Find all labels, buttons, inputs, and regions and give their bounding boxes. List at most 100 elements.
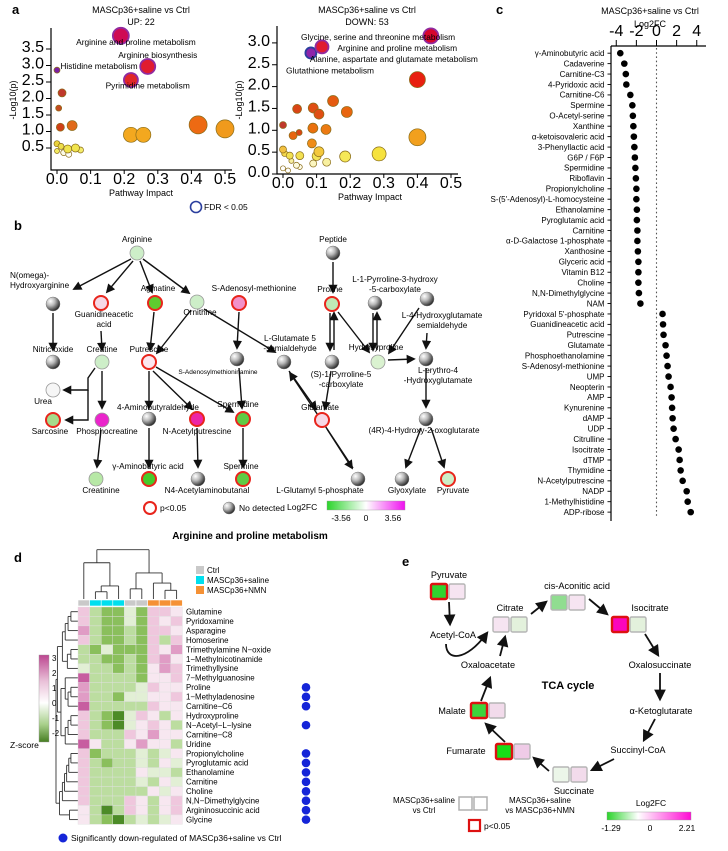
log2fc-dot bbox=[633, 185, 640, 193]
tca-node-label: Succinate bbox=[554, 786, 594, 796]
heatmap-cell bbox=[77, 776, 90, 787]
pathway-dot bbox=[71, 143, 80, 153]
metabolite-node-label: acid bbox=[96, 320, 111, 329]
heatmap-cell bbox=[124, 767, 137, 778]
e-legend-square-right bbox=[473, 796, 488, 811]
pathway-dot bbox=[313, 108, 325, 120]
heatmap-row-label: 7−Methylguanosine bbox=[186, 674, 255, 683]
pathway-arrow bbox=[337, 311, 371, 354]
heatmap-cell bbox=[77, 720, 90, 731]
sig-dot bbox=[301, 768, 311, 777]
heatmap-cell bbox=[158, 729, 171, 740]
heatmap-cell bbox=[124, 795, 137, 806]
heatmap-cell bbox=[135, 625, 148, 636]
metabolite-label: S-(5'-Adenosyl)-L-homocysteine bbox=[490, 195, 605, 204]
log2fc-dot bbox=[670, 425, 677, 432]
log2fc-dot bbox=[669, 414, 676, 422]
metabolite-node bbox=[94, 354, 110, 370]
sig-dot bbox=[301, 683, 311, 692]
heatmap-cell bbox=[77, 682, 90, 693]
c-tick-label: 0 bbox=[652, 23, 661, 40]
tca-arrow bbox=[484, 722, 506, 743]
heatmap-cell bbox=[124, 701, 137, 712]
plot-a-right: 0.00.51.01.52.02.53.00.0 0.1 0.2 0.3 0.4 0.5G… bbox=[248, 26, 478, 192]
heatmap-cell bbox=[135, 748, 148, 759]
heatmap-row-label: Carnitine−C8 bbox=[186, 730, 233, 739]
x-tick-label: 0.5 bbox=[440, 175, 462, 192]
heatmap-cell bbox=[112, 758, 125, 768]
tca-node-label: cis-Aconitic acid bbox=[544, 581, 610, 591]
tca-cycle-title: TCA cycle bbox=[542, 680, 595, 692]
x-tick-label: 0.3 bbox=[147, 171, 169, 188]
pathway-dot bbox=[408, 128, 427, 147]
metabolite-node bbox=[189, 294, 205, 310]
pathway-dot bbox=[279, 121, 287, 129]
heatmap-row-label: Propionylcholine bbox=[186, 749, 245, 758]
heatmap-cell bbox=[100, 805, 113, 816]
metabolite-node-label: -5-carboxylate bbox=[369, 285, 421, 294]
heatmap-cell bbox=[124, 729, 137, 740]
tca-arrow bbox=[642, 718, 656, 743]
sig-dot bbox=[301, 758, 311, 768]
heatmap-cell bbox=[147, 805, 160, 816]
metabolite-node-label: N(omega)- bbox=[10, 271, 49, 280]
heatmap-cell bbox=[77, 758, 90, 768]
heatmap-cell bbox=[89, 805, 102, 816]
log2fc-dot bbox=[633, 206, 641, 213]
log2fc-dot bbox=[635, 279, 642, 286]
e-legend-square-left bbox=[458, 796, 473, 811]
metabolite-label: NAM bbox=[587, 299, 605, 308]
heatmap-row-label: Glycine bbox=[186, 815, 213, 824]
pathway-dot bbox=[320, 124, 332, 135]
metabolite-node bbox=[231, 295, 247, 311]
heatmap-cell bbox=[147, 729, 160, 740]
metabolite-node bbox=[88, 471, 104, 487]
heatmap-cell bbox=[112, 814, 125, 825]
e-legend-left-line2: vs Ctrl bbox=[413, 806, 436, 815]
heatmap-cell bbox=[147, 635, 160, 645]
pathway-annotation: Arginine biosynthesis bbox=[118, 50, 197, 60]
heatmap-cell bbox=[77, 672, 90, 683]
metabolite-node bbox=[350, 471, 366, 487]
metabolite-label: Carnitine-C6 bbox=[560, 91, 605, 100]
panel-b-arginine-proline-pathway: Arginine Peptide N(omega)-Hydroxyarginine G… bbox=[10, 235, 483, 542]
pathway-arrow bbox=[93, 429, 103, 469]
heatmap-cell bbox=[77, 644, 90, 655]
log2fc-dot bbox=[664, 362, 671, 370]
pathway-arrow bbox=[321, 370, 332, 411]
heatmap-cell bbox=[170, 625, 183, 636]
sig-dot bbox=[301, 777, 311, 787]
tca-node-square bbox=[568, 594, 586, 611]
heatmap-cell bbox=[158, 748, 171, 759]
heatmap-cell bbox=[89, 748, 102, 759]
pathway-arrow bbox=[152, 370, 194, 411]
heatmap-cell bbox=[100, 767, 113, 778]
log2fc-dot bbox=[684, 498, 691, 505]
log2fc-dot bbox=[659, 321, 667, 328]
column-group-cell bbox=[135, 599, 148, 607]
pathway-arrow bbox=[62, 367, 96, 395]
heatmap-row-label: Hydroxyproline bbox=[186, 711, 239, 720]
heatmap-cell bbox=[89, 720, 102, 731]
metabolite-node-label: Hydroxyproline bbox=[349, 343, 404, 352]
pathway-nodes: Arginine Peptide N(omega)-Hydroxyarginine G… bbox=[10, 235, 483, 495]
metabolite-node-label: 4-Aminobutyraldehyde bbox=[117, 403, 199, 412]
metabolite-node-label: Guanidineacetic bbox=[75, 310, 134, 319]
tca-node-square bbox=[469, 701, 489, 720]
heatmap-cell bbox=[170, 663, 183, 674]
column-group-cell bbox=[77, 599, 90, 607]
metabolite-node bbox=[367, 295, 383, 311]
heatmap-cell bbox=[135, 672, 148, 683]
heatmap-cell bbox=[100, 758, 113, 768]
tca-arrow bbox=[480, 675, 493, 702]
metabolite-label: Carnitine-C3 bbox=[560, 70, 605, 79]
group-label: MASCp36+NMN bbox=[207, 586, 267, 595]
heatmap-cell bbox=[147, 814, 160, 825]
metabolite-node-label: L-1-Pyrroline-3-hydroxy bbox=[352, 275, 438, 284]
heatmap-cell bbox=[135, 616, 148, 627]
metabolite-label: UMP bbox=[587, 372, 605, 381]
heatmap-cell bbox=[89, 729, 102, 740]
group-label: Ctrl bbox=[207, 566, 220, 575]
pathway-arrow bbox=[139, 260, 154, 294]
